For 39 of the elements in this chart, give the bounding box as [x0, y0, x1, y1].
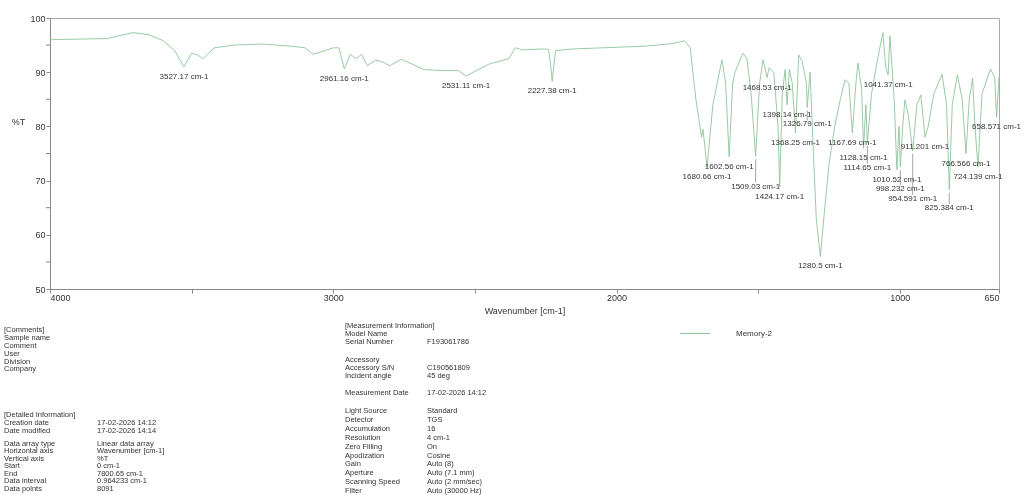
annotation: 1509.03 cm-1	[731, 181, 781, 191]
y-tick-label: 100	[30, 13, 46, 24]
text: Memory-2	[736, 328, 773, 338]
annotation: 911.201 cm-1	[900, 142, 950, 152]
y-tick-label: 50	[35, 284, 46, 295]
y-tick-label: 60	[35, 230, 46, 241]
y-axis-title: %T	[11, 116, 26, 127]
x-tick-label: 1000	[890, 292, 911, 303]
annotation: 1602.56 cm-1	[704, 161, 755, 171]
annotation: 1041.37 cm-1	[863, 79, 914, 89]
annotation: 1368.25 cm-1	[771, 137, 821, 147]
y-tick-label: 70	[35, 176, 46, 187]
annotation: 766.566 cm-1	[941, 158, 991, 168]
annotation: 1468.53 cm-1	[742, 82, 793, 92]
annotation: 2227.38 cm-1	[527, 86, 578, 96]
annotation: 1128.15 cm-1	[839, 153, 889, 163]
annotation: 998.232 cm-1	[875, 184, 926, 194]
annotation: 658.571 cm-1	[972, 122, 1022, 132]
x-tick-label: 2000	[607, 292, 628, 303]
annotation: 954.591 cm-1	[888, 193, 938, 203]
annotation: 1326.79 cm-1	[782, 119, 833, 129]
y-tick-label: 80	[35, 121, 46, 132]
annotation: 1424.17 cm-1	[755, 192, 805, 202]
x-tick-label: 4000	[50, 292, 71, 303]
annotation: 2531.11 cm-1	[441, 80, 491, 90]
annotation: 1280.5 cm-1	[798, 261, 844, 271]
annotation: 1398.14 cm-1	[762, 109, 813, 119]
y-tick-label: 90	[35, 67, 46, 78]
annotation: 1167.69 cm-1	[828, 137, 878, 147]
x-tick-label: 3000	[323, 292, 344, 303]
x-axis-title: Wavenumber [cm-1]	[484, 305, 566, 316]
annotation: 2961.16 cm-1	[319, 73, 370, 83]
annotation: 1680.66 cm-1	[682, 172, 733, 182]
annotation: 3527.17 cm-1	[159, 71, 209, 81]
annotation: 724.139 cm-1	[953, 172, 1004, 182]
annotation: 1114.65 cm-1	[843, 162, 892, 172]
annotation: 1010.52 cm-1	[872, 174, 922, 184]
x-tick-label: 650	[984, 292, 1000, 303]
annotation: 825.384 cm-1	[924, 203, 975, 213]
